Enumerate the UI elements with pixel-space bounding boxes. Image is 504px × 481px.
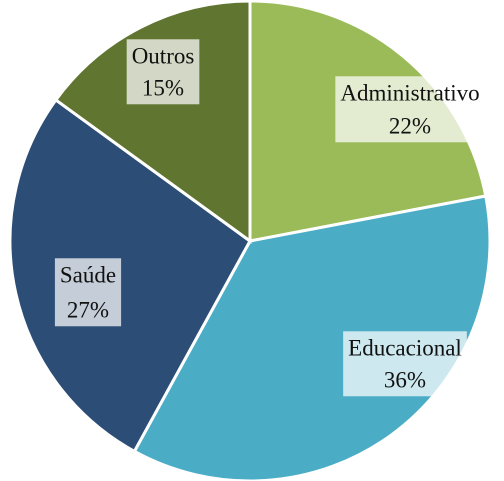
slice-label: Educacional 36%	[343, 331, 467, 397]
label-background	[54, 258, 122, 327]
slice-label: Administrativo 22%	[335, 76, 485, 143]
slice-label: Saúde 27%	[54, 258, 122, 327]
slices	[8, 0, 492, 481]
label-background	[335, 76, 485, 143]
value-label: 22%	[389, 113, 431, 138]
label-background	[343, 331, 467, 397]
category-label: Outros	[132, 43, 195, 68]
category-label: Educacional	[348, 335, 462, 360]
pie-slice	[53, 0, 252, 244]
pie-slice	[8, 97, 252, 454]
value-label: 27%	[67, 297, 109, 322]
value-label: 15%	[142, 75, 184, 100]
value-label: 36%	[384, 367, 426, 392]
slice-label: Outros 15%	[126, 39, 200, 105]
category-label: Saúde	[60, 262, 116, 287]
pie-slice	[132, 194, 492, 481]
label-background	[126, 39, 200, 105]
category-label: Administrativo	[340, 80, 479, 105]
